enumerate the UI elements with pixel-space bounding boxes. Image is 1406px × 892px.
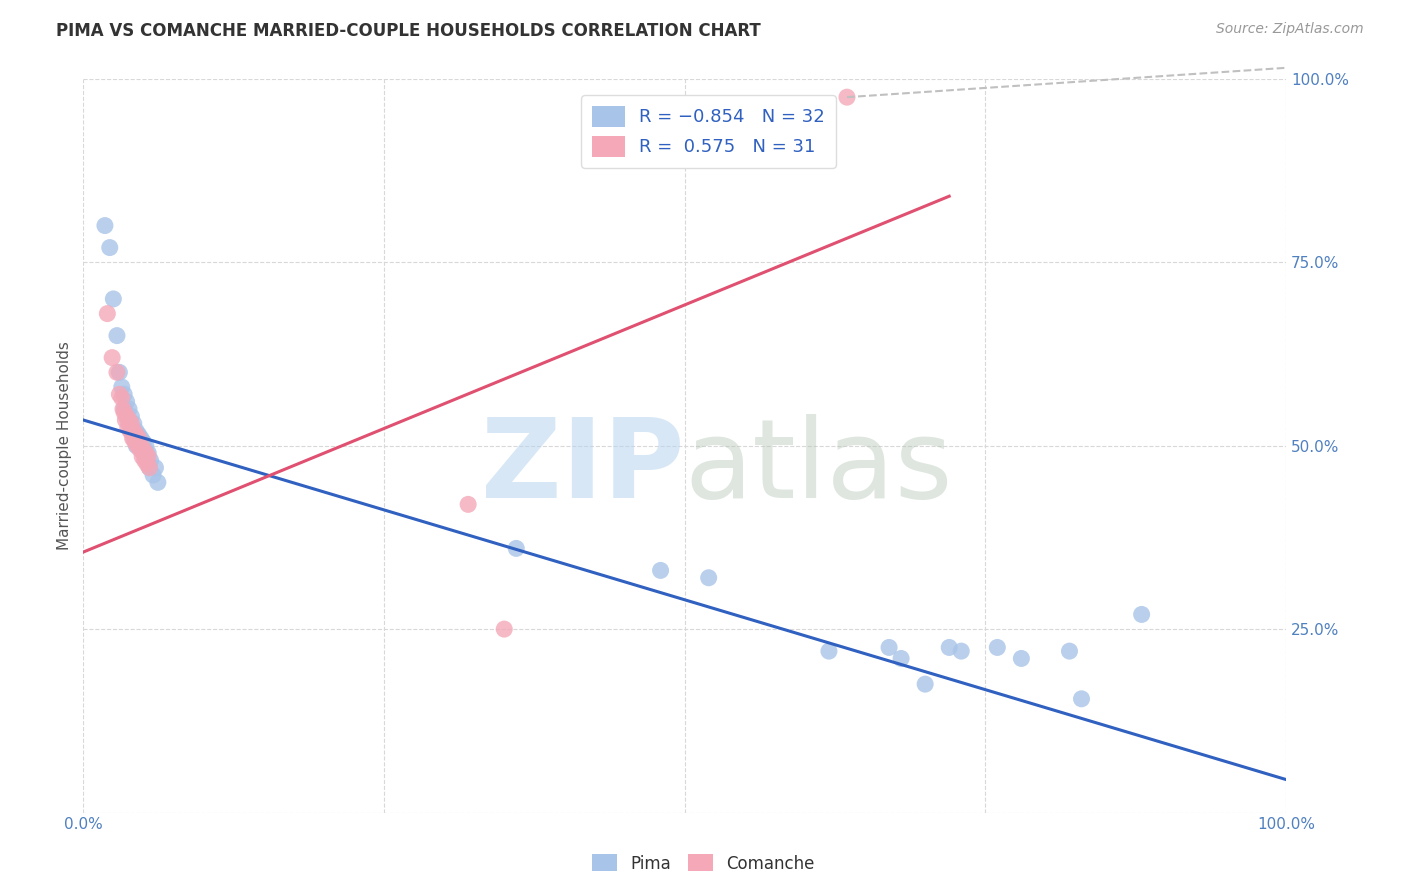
- Point: [135, 439, 157, 453]
- Point: [120, 417, 142, 431]
- Point: [120, 409, 142, 424]
- Point: [121, 431, 143, 445]
- Point: [1059, 644, 1081, 658]
- Point: [122, 431, 145, 445]
- Point: [115, 409, 138, 424]
- Point: [134, 453, 156, 467]
- Point: [835, 90, 858, 104]
- Point: [105, 328, 128, 343]
- Point: [118, 413, 141, 427]
- Point: [98, 241, 121, 255]
- Point: [138, 460, 160, 475]
- Point: [818, 644, 841, 658]
- Point: [117, 420, 139, 434]
- Point: [103, 292, 125, 306]
- Point: [128, 439, 150, 453]
- Point: [890, 651, 912, 665]
- Point: [131, 442, 153, 457]
- Text: ZIP: ZIP: [481, 414, 685, 521]
- Point: [136, 450, 159, 464]
- Point: [108, 387, 131, 401]
- Point: [457, 497, 479, 511]
- Text: PIMA VS COMANCHE MARRIED-COUPLE HOUSEHOLDS CORRELATION CHART: PIMA VS COMANCHE MARRIED-COUPLE HOUSEHOL…: [56, 22, 761, 40]
- Point: [986, 640, 1008, 655]
- Point: [125, 424, 148, 438]
- Point: [118, 417, 141, 431]
- Point: [125, 439, 148, 453]
- Point: [94, 219, 117, 233]
- Point: [129, 439, 152, 453]
- Point: [122, 424, 145, 438]
- Point: [112, 406, 135, 420]
- Point: [96, 307, 118, 321]
- Point: [145, 460, 167, 475]
- Point: [111, 402, 134, 417]
- Point: [120, 424, 142, 438]
- Point: [135, 446, 157, 460]
- Point: [124, 435, 146, 450]
- Point: [938, 640, 960, 655]
- Text: atlas: atlas: [685, 414, 953, 521]
- Point: [950, 644, 973, 658]
- Point: [111, 380, 134, 394]
- Point: [146, 475, 169, 490]
- Point: [128, 431, 150, 445]
- Point: [115, 409, 138, 424]
- Point: [914, 677, 936, 691]
- Point: [122, 417, 145, 431]
- Point: [697, 571, 720, 585]
- Point: [125, 427, 148, 442]
- Point: [132, 435, 155, 450]
- Point: [129, 431, 152, 445]
- Point: [132, 442, 155, 457]
- Point: [138, 460, 160, 475]
- Point: [136, 457, 159, 471]
- Point: [1070, 691, 1092, 706]
- Text: Source: ZipAtlas.com: Source: ZipAtlas.com: [1216, 22, 1364, 37]
- Point: [136, 453, 159, 467]
- Point: [132, 446, 155, 460]
- Point: [142, 468, 165, 483]
- Point: [112, 387, 135, 401]
- Point: [101, 351, 124, 365]
- Point: [128, 442, 150, 457]
- Point: [136, 446, 159, 460]
- Point: [131, 450, 153, 464]
- Point: [114, 413, 136, 427]
- Point: [128, 427, 150, 442]
- Y-axis label: Married-couple Households: Married-couple Households: [58, 342, 72, 550]
- Legend: R = −0.854   N = 32, R =  0.575   N = 31: R = −0.854 N = 32, R = 0.575 N = 31: [582, 95, 835, 168]
- Legend: Pima, Comanche: Pima, Comanche: [585, 847, 821, 880]
- Point: [120, 424, 142, 438]
- Point: [112, 402, 135, 417]
- Point: [111, 391, 134, 405]
- Point: [1010, 651, 1032, 665]
- Point: [505, 541, 527, 556]
- Point: [127, 439, 149, 453]
- Point: [108, 365, 131, 379]
- Point: [877, 640, 900, 655]
- Point: [494, 622, 516, 636]
- Point: [115, 394, 138, 409]
- Point: [139, 453, 162, 467]
- Point: [1130, 607, 1153, 622]
- Point: [105, 365, 128, 379]
- Point: [118, 402, 141, 417]
- Point: [650, 563, 672, 577]
